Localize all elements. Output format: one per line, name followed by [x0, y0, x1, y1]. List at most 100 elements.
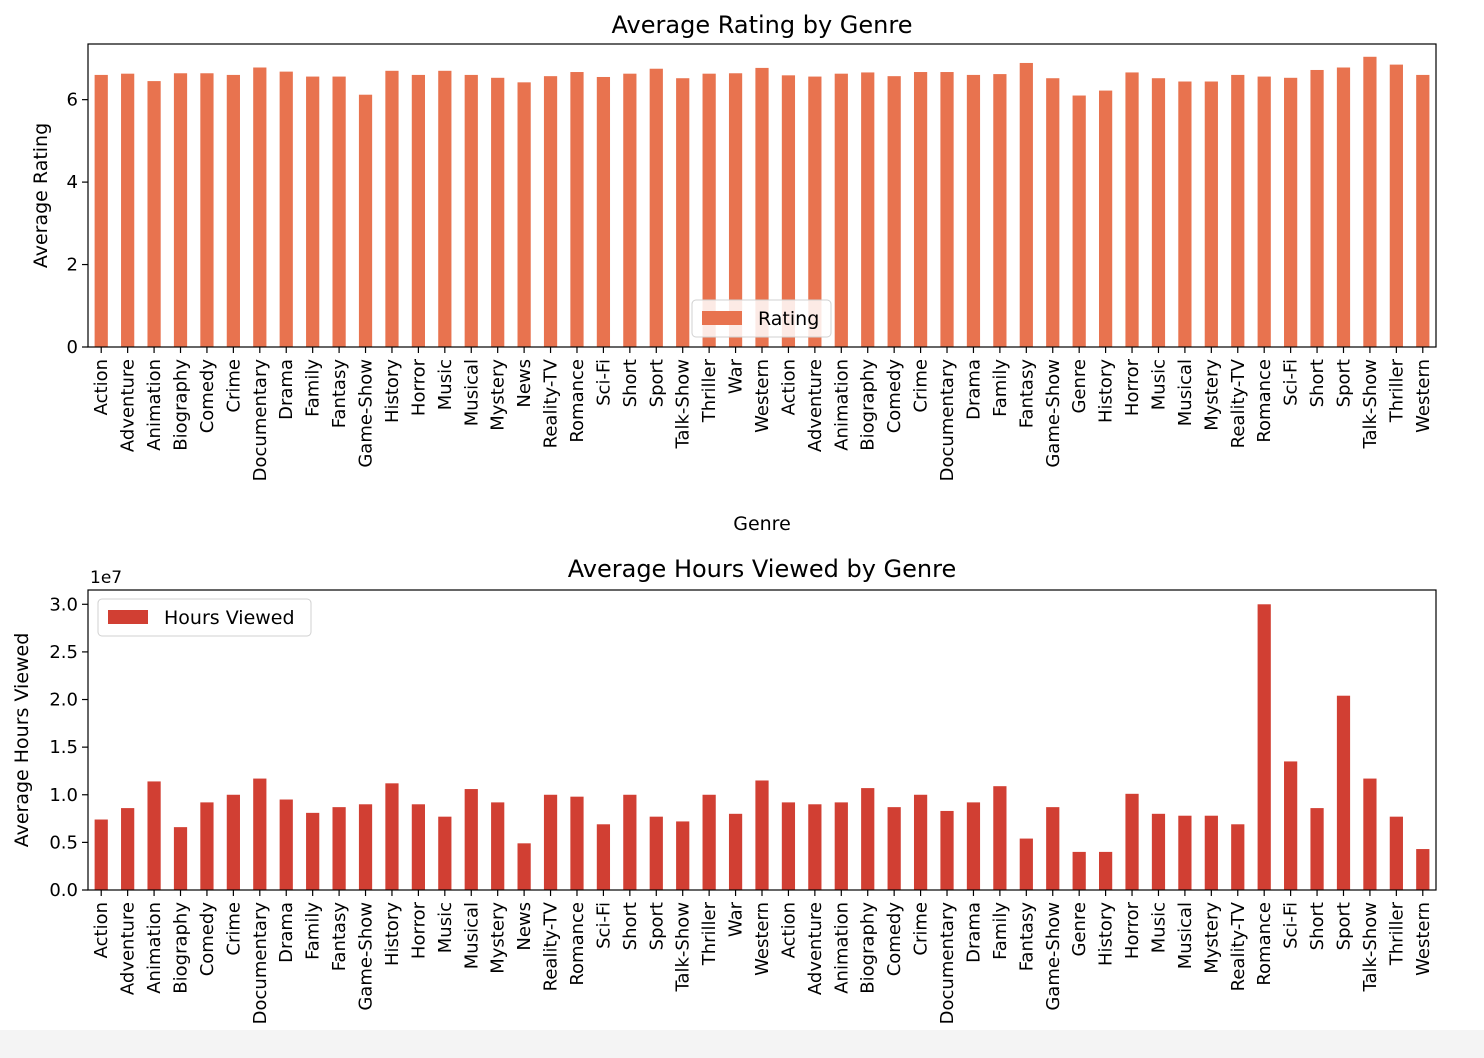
bar — [1389, 816, 1403, 890]
bar — [1099, 90, 1113, 347]
bar — [1204, 815, 1218, 890]
y-offset-label: 1e7 — [90, 568, 122, 588]
legend-swatch — [702, 311, 742, 325]
x-tick-label: Reality-TV — [541, 901, 562, 991]
bar — [306, 812, 320, 890]
bar — [834, 73, 848, 348]
bar — [279, 71, 293, 348]
bar — [358, 804, 373, 890]
x-tick-label: Reality-TV — [1228, 901, 1249, 991]
bar — [755, 780, 769, 890]
x-tick-label: Mystery — [1201, 359, 1222, 431]
bar — [543, 794, 558, 890]
bar — [464, 789, 478, 890]
x-tick-label: Thriller — [1386, 358, 1407, 423]
bar — [861, 72, 875, 347]
x-tick-label: Documentary — [937, 359, 958, 482]
x-tick-label: Music — [435, 359, 456, 410]
y-axis-label: Average Rating — [30, 123, 52, 268]
x-tick-label: Sport — [1333, 902, 1354, 950]
x-tick-label: Drama — [276, 902, 297, 963]
bar — [1231, 824, 1245, 890]
x-tick-label: Musical — [1175, 902, 1196, 969]
x-tick-label: Romance — [567, 902, 588, 986]
x-tick-label: Thriller — [1386, 901, 1407, 966]
legend: Hours Viewed — [97, 598, 312, 637]
bar — [385, 70, 399, 348]
bar — [940, 810, 954, 890]
x-tick-label: Talk-Show — [1360, 902, 1381, 993]
x-tick-label: Short — [1307, 359, 1328, 407]
x-tick-label: Drama — [963, 359, 984, 420]
x-tick-label: Mystery — [1201, 902, 1222, 974]
y-tick-label: 1.5 — [49, 737, 78, 758]
bar — [1151, 78, 1166, 347]
bar — [464, 74, 478, 348]
bar — [1284, 761, 1298, 890]
bar — [1310, 808, 1324, 890]
y-tick-label: 3.0 — [49, 594, 78, 615]
bar — [517, 82, 531, 347]
x-tick-label: Sport — [646, 359, 667, 407]
bar — [491, 802, 505, 890]
legend-swatch — [108, 610, 148, 624]
bar — [993, 74, 1007, 347]
x-tick-label: Musical — [461, 359, 482, 426]
x-tick-label: Biography — [171, 359, 192, 451]
x-tick-label: Action — [778, 902, 799, 958]
x-tick-label: Drama — [276, 359, 297, 420]
x-tick-label: Comedy — [197, 359, 218, 434]
x-tick-label: Musical — [1175, 359, 1196, 426]
x-tick-label: History — [1096, 902, 1117, 966]
x-tick-label: Animation — [144, 359, 165, 451]
bar — [649, 816, 663, 890]
x-tick-label: Adventure — [805, 359, 826, 452]
x-tick-label: Mystery — [488, 359, 509, 431]
x-tick-label: Drama — [963, 902, 984, 963]
bar — [676, 78, 690, 347]
x-tick-label: Game-Show — [356, 902, 377, 1011]
bar — [887, 76, 901, 347]
x-tick-label: War — [726, 358, 747, 394]
bar — [1389, 64, 1403, 348]
bar — [834, 802, 848, 890]
bar — [781, 75, 796, 347]
chart-title: Average Hours Viewed by Genre — [568, 555, 956, 583]
bar — [728, 813, 743, 890]
bar — [94, 819, 108, 890]
x-tick-label: Adventure — [118, 902, 139, 995]
y-tick-label: 4 — [67, 172, 78, 193]
x-tick-label: Crime — [223, 902, 244, 956]
x-tick-label: Fantasy — [1016, 359, 1037, 429]
x-tick-label: Short — [1307, 902, 1328, 950]
x-tick-label: Western — [1413, 359, 1434, 433]
x-tick-label: Fantasy — [329, 359, 350, 429]
x-tick-label: Animation — [831, 902, 852, 994]
x-tick-label: Game-Show — [356, 359, 377, 468]
y-tick-label: 2 — [67, 255, 78, 276]
bar — [1072, 851, 1086, 890]
bar — [226, 794, 240, 890]
x-tick-label: History — [382, 902, 403, 966]
x-tick-label: Reality-TV — [541, 358, 562, 448]
x-tick-label: Documentary — [250, 902, 271, 1025]
bar — [543, 76, 558, 347]
x-tick-label: Short — [620, 902, 641, 950]
x-tick-label: Animation — [831, 359, 852, 451]
bar — [1125, 72, 1139, 347]
x-tick-label: Horror — [408, 901, 429, 959]
bar — [649, 68, 663, 347]
y-tick-label: 0 — [67, 337, 78, 358]
bar — [1204, 81, 1218, 347]
x-tick-label: Sci-Fi — [593, 359, 614, 406]
x-tick-label: Documentary — [937, 902, 958, 1025]
x-tick-label: Genre — [1069, 902, 1090, 957]
bar — [570, 796, 584, 890]
x-tick-label: Game-Show — [1043, 359, 1064, 468]
bar — [1416, 74, 1430, 348]
bar — [332, 76, 346, 347]
x-tick-label: Action — [778, 359, 799, 415]
bar — [1178, 81, 1192, 347]
bar — [147, 781, 161, 890]
